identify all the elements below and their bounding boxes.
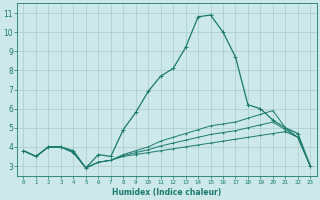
X-axis label: Humidex (Indice chaleur): Humidex (Indice chaleur) — [112, 188, 221, 197]
